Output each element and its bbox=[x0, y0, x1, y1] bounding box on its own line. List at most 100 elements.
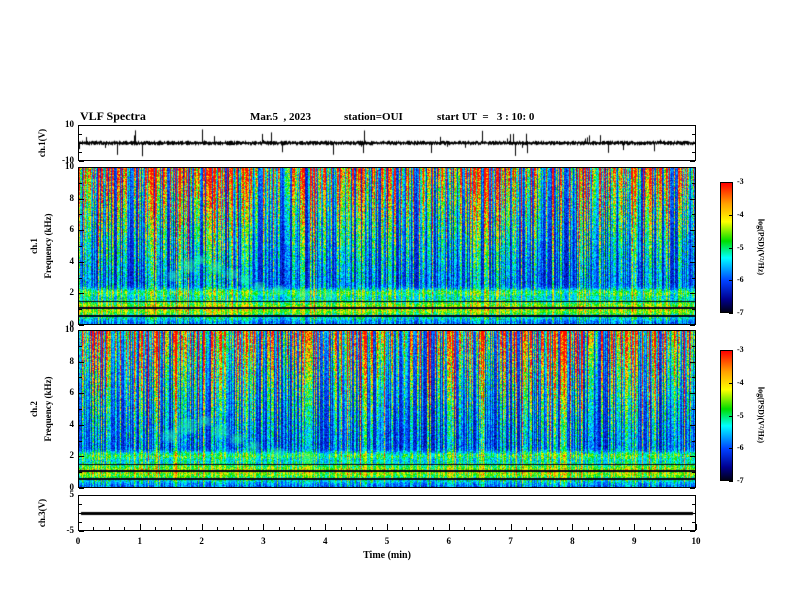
station-label: station=OUI bbox=[344, 111, 403, 123]
ch1-wave-y-tick bbox=[690, 161, 695, 162]
ch1-wave-y-minor-tick bbox=[692, 152, 695, 153]
ch2-spectrogram-panel bbox=[78, 330, 696, 488]
ch3-wave-y-minor-tick bbox=[79, 504, 82, 505]
x-minor-tick bbox=[247, 527, 249, 530]
ch1-spec-y-minor-tick bbox=[79, 182, 82, 184]
colorbar-tick bbox=[729, 182, 733, 183]
ch1-spec-y-tick bbox=[690, 198, 695, 200]
ch3-wave-y-minor-tick bbox=[692, 522, 695, 523]
colorbar-tick-label: -3 bbox=[737, 345, 744, 354]
x-tick-label: 8 bbox=[570, 536, 575, 546]
ch1-spec-y-tick-label: 4 bbox=[69, 255, 75, 266]
colorbar-tick-label: -5 bbox=[737, 242, 744, 252]
x-major-tick bbox=[572, 524, 574, 530]
ch1-spec-y-tick bbox=[79, 198, 84, 200]
colorbar-tick-label: -3 bbox=[737, 177, 744, 186]
x-minor-tick bbox=[495, 527, 497, 530]
ch2-spec-y-minor-tick bbox=[692, 345, 695, 347]
x-tick-label: 1 bbox=[137, 536, 143, 546]
x-minor-tick bbox=[417, 527, 419, 530]
ch1-spec-y-minor-tick bbox=[692, 214, 695, 216]
ch2-spec-y-tick-label: 2 bbox=[69, 450, 75, 461]
ch3-wave-y-minor-tick bbox=[692, 513, 695, 514]
ch1-spec-y-tick bbox=[79, 325, 84, 326]
ch1-wave-y-tick-label: -10 bbox=[62, 155, 74, 165]
x-minor-tick bbox=[618, 527, 620, 530]
colorbar-tick bbox=[729, 481, 733, 482]
ch1-spec-y-minor-tick bbox=[79, 246, 82, 247]
ch1-spec-y-minor-tick bbox=[692, 246, 695, 247]
ch1-wave-y-tick bbox=[79, 161, 84, 162]
ch2-spec-channel-label: ch.2 bbox=[29, 401, 39, 417]
ch1-spectrogram-canvas bbox=[79, 168, 695, 324]
x-minor-tick bbox=[217, 527, 219, 530]
x-minor-tick bbox=[479, 527, 481, 530]
x-tick-label: 10 bbox=[691, 536, 701, 546]
x-major-tick bbox=[325, 524, 327, 530]
ch1-spec-y-tick bbox=[690, 261, 695, 263]
ch1-spec-y-minor-tick bbox=[692, 277, 695, 279]
colorbar-tick bbox=[729, 448, 733, 450]
ch1-wave-y-tick bbox=[690, 125, 695, 126]
ch2-spec-y-tick bbox=[690, 456, 695, 458]
ch1-spec-y-tick-label: 2 bbox=[69, 287, 75, 298]
x-minor-tick bbox=[232, 527, 234, 530]
x-minor-tick bbox=[93, 527, 95, 530]
x-minor-tick bbox=[294, 527, 296, 530]
colorbar-tick bbox=[729, 415, 733, 417]
ch1-spec-y-tick bbox=[79, 293, 84, 295]
date-label: Mar.5 , 2023 bbox=[250, 111, 312, 123]
ch1-spec-y-minor-tick bbox=[79, 309, 82, 311]
ch1-spec-y-tick bbox=[690, 167, 695, 168]
ch2-spec-y-tick bbox=[690, 393, 695, 395]
ch1-waveform-panel bbox=[78, 125, 696, 161]
ch3-wave-y-tick-label: -5 bbox=[66, 525, 75, 535]
ch1-waveform-canvas bbox=[79, 126, 695, 160]
colorbar-tick bbox=[729, 382, 733, 384]
colorbar-tick bbox=[729, 247, 733, 249]
ch2-spec-y-minor-tick bbox=[692, 409, 695, 410]
x-minor-tick bbox=[278, 527, 280, 530]
ch2-spec-y-tick-label: 10 bbox=[65, 324, 74, 334]
colorbar-tick bbox=[729, 313, 733, 314]
figure-title: VLF Spectra bbox=[80, 109, 146, 123]
colorbar-tick-label: -6 bbox=[737, 275, 744, 285]
colorbar-tick-label: -7 bbox=[737, 308, 744, 317]
ch2-spec-y-tick-label: 4 bbox=[69, 418, 75, 429]
x-tick-label: 2 bbox=[199, 536, 204, 546]
ch1-spec-y-tick-label: 0 bbox=[69, 319, 75, 329]
x-tick-label: 0 bbox=[75, 536, 81, 546]
x-major-tick bbox=[696, 524, 697, 530]
ch1-spec-y-tick-label: 6 bbox=[69, 224, 75, 235]
ch1-wave-y-minor-tick bbox=[79, 134, 82, 135]
ch1-spec-y-tick bbox=[79, 167, 84, 168]
ch2-spec-y-minor-tick bbox=[692, 377, 695, 379]
x-tick-label: 6 bbox=[446, 536, 452, 546]
x-axis-title: Time (min) bbox=[363, 550, 411, 561]
ch2-spec-y-tick bbox=[79, 488, 84, 489]
ch2-spec-y-tick bbox=[79, 361, 84, 363]
ch1-wave-y-tick bbox=[79, 125, 84, 126]
ch2-spec-y-tick bbox=[690, 330, 695, 331]
colorbar-tick-label: -5 bbox=[737, 410, 744, 420]
ch2-spec-y-minor-tick bbox=[692, 472, 695, 474]
ch2-spec-y-minor-tick bbox=[79, 440, 82, 442]
x-major-tick bbox=[448, 524, 450, 530]
ch1-spec-channel-label: ch.1 bbox=[29, 238, 39, 254]
x-minor-tick bbox=[340, 527, 342, 530]
x-major-tick bbox=[201, 524, 203, 530]
x-minor-tick bbox=[680, 527, 682, 530]
x-minor-tick bbox=[603, 527, 605, 530]
ch1-spec-y-minor-tick bbox=[692, 309, 695, 311]
ch3-wave-y-tick bbox=[79, 531, 84, 532]
ch1-spec-y-minor-tick bbox=[79, 214, 82, 216]
ch3-wave-y-tick bbox=[79, 495, 84, 496]
colorbar-tick-label: -7 bbox=[737, 476, 744, 485]
ch1-wave-y-minor-tick bbox=[692, 134, 695, 135]
x-minor-tick bbox=[464, 527, 466, 530]
x-minor-tick bbox=[541, 527, 543, 530]
ch1-spec-y-tick bbox=[690, 325, 695, 326]
ch2-colorbar-label: log(PSD)(V²/Hz) bbox=[756, 386, 766, 444]
x-minor-tick bbox=[155, 527, 157, 530]
